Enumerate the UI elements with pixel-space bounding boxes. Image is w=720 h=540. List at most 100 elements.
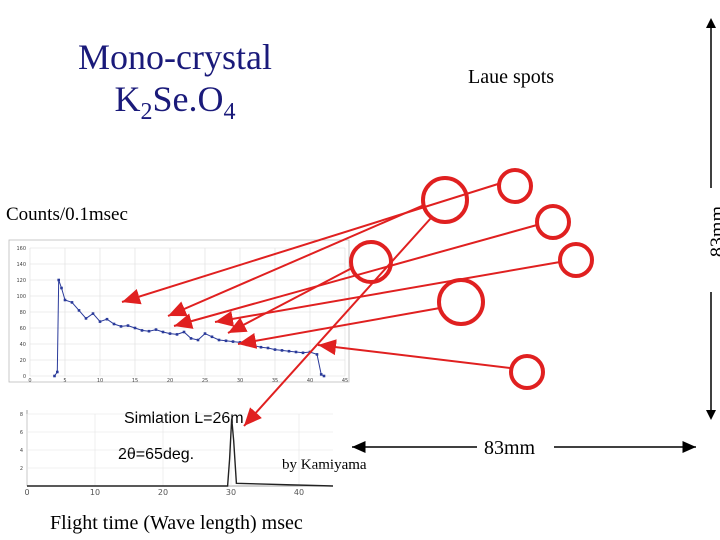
counts-data-point <box>56 370 59 374</box>
formula-se-o: Se.O <box>152 79 224 119</box>
sim-x-tick: 0 <box>24 488 29 497</box>
counts-data-point <box>231 340 235 343</box>
title-line-1: Mono-crystal <box>78 37 272 77</box>
counts-x-tick: 0 <box>28 378 31 384</box>
arrow-spot-6-to-peak <box>237 307 441 349</box>
counts-data-point <box>322 374 326 378</box>
formula-sub-4: 4 <box>223 99 236 125</box>
laue-spot-4 <box>558 242 594 278</box>
arrow-spot-4-to-peak <box>214 261 561 327</box>
counts-data-point <box>60 286 63 290</box>
counts-data-point <box>140 329 144 332</box>
credit-label: by Kamiyama <box>282 457 367 473</box>
counts-data-point <box>133 326 137 330</box>
counts-data-point <box>175 333 179 336</box>
sim-x-tick: 10 <box>90 488 100 497</box>
counts-y-tick: 60 <box>20 326 26 332</box>
laue-spots <box>349 168 594 390</box>
counts-x-tick: 45 <box>342 378 348 384</box>
counts-data-point <box>154 328 158 331</box>
counts-data-point <box>147 329 151 333</box>
counts-data-point <box>70 301 74 304</box>
title-line-2: K2Se.O4 <box>40 78 310 133</box>
counts-data-point <box>319 373 323 376</box>
counts-data-point <box>217 338 221 342</box>
counts-data-point <box>245 343 249 347</box>
arrow-spot-2-to-peak <box>121 183 499 305</box>
counts-x-tick: 35 <box>272 378 278 384</box>
laue-spot-1 <box>421 176 469 224</box>
counts-data-point <box>196 338 200 342</box>
counts-data-point <box>301 351 305 355</box>
counts-data-point <box>259 345 263 349</box>
simulation-chart: 2 4 6 8 0 10 20 30 40 <box>20 410 334 497</box>
counts-x-tick: 30 <box>237 378 243 384</box>
counts-data-point <box>203 332 207 335</box>
counts-y-tick: 40 <box>20 342 26 348</box>
counts-data-point <box>53 374 56 378</box>
sim-y-tick: 4 <box>20 448 23 454</box>
counts-x-tick: 15 <box>132 378 138 384</box>
counts-x-tick: 25 <box>202 378 208 384</box>
counts-y-tick: 80 <box>20 310 26 316</box>
dimension-markers <box>352 18 716 453</box>
counts-data-point <box>161 330 165 334</box>
dim-bottom-arrowhead <box>706 410 716 420</box>
counts-data-point <box>91 312 95 315</box>
formula-sub-2: 2 <box>140 99 153 125</box>
sim-y-tick: 2 <box>20 466 23 472</box>
counts-data-point <box>294 350 298 354</box>
counts-data-point <box>57 278 60 282</box>
counts-y-tick: 100 <box>16 294 26 300</box>
counts-data-point <box>189 337 193 340</box>
counts-x-tick: 20 <box>167 378 173 384</box>
counts-data-point <box>168 332 172 335</box>
counts-data-point <box>105 317 109 321</box>
counts-data-point <box>77 309 81 312</box>
formula-k: K <box>114 79 141 119</box>
horizontal-dimension-label: 83mm <box>484 437 536 459</box>
counts-data-point <box>63 298 67 302</box>
simulation-series-line <box>27 418 334 487</box>
counts-data-point <box>280 349 284 352</box>
arrow-spot-5-to-peak <box>227 267 353 334</box>
laue-spot-7 <box>509 354 545 390</box>
counts-data-point <box>315 353 319 356</box>
counts-data-point <box>273 348 277 351</box>
sim-y-tick: 6 <box>20 430 23 436</box>
arrow-spot-1-to-simulation <box>243 217 432 427</box>
counts-data-point <box>112 322 116 326</box>
counts-y-tick: 140 <box>16 262 26 268</box>
arrow-spot-1-to-peak <box>167 204 425 317</box>
counts-y-tick: 120 <box>16 278 26 284</box>
laue-spot-2 <box>497 168 533 204</box>
sim-x-tick: 30 <box>226 488 236 497</box>
counts-data-point <box>252 344 256 347</box>
counts-x-tick: 10 <box>97 378 103 384</box>
counts-y-tick: 160 <box>16 246 26 252</box>
counts-label: Counts/0.1msec <box>6 204 128 225</box>
arrow-spot-3-to-peak <box>173 224 538 329</box>
counts-data-point <box>210 335 214 339</box>
laue-spot-3 <box>535 204 571 240</box>
counts-data-point <box>266 346 270 350</box>
counts-y-tick: 20 <box>20 358 26 364</box>
arrow-spot-7-to-peak <box>317 339 511 369</box>
counts-data-point <box>119 325 123 328</box>
counts-data-point <box>126 324 130 327</box>
laue-spot-6 <box>437 278 485 326</box>
laue-spots-label: Laue spots <box>468 66 555 88</box>
x-axis-label: Flight time (Wave length) msec <box>50 512 303 534</box>
dim-top-arrowhead <box>706 18 716 28</box>
counts-x-tick: 5 <box>63 378 66 384</box>
sim-x-tick: 20 <box>158 488 168 497</box>
counts-data-point <box>287 349 291 353</box>
page-title: Mono-crystal K2Se.O4 <box>40 36 310 133</box>
counts-x-tick: 40 <box>307 378 313 384</box>
counts-data-point <box>182 330 186 334</box>
counts-data-point <box>98 320 102 323</box>
sim-x-tick: 40 <box>294 488 304 497</box>
sim-y-tick: 8 <box>20 412 23 418</box>
counts-data-point <box>84 317 88 320</box>
